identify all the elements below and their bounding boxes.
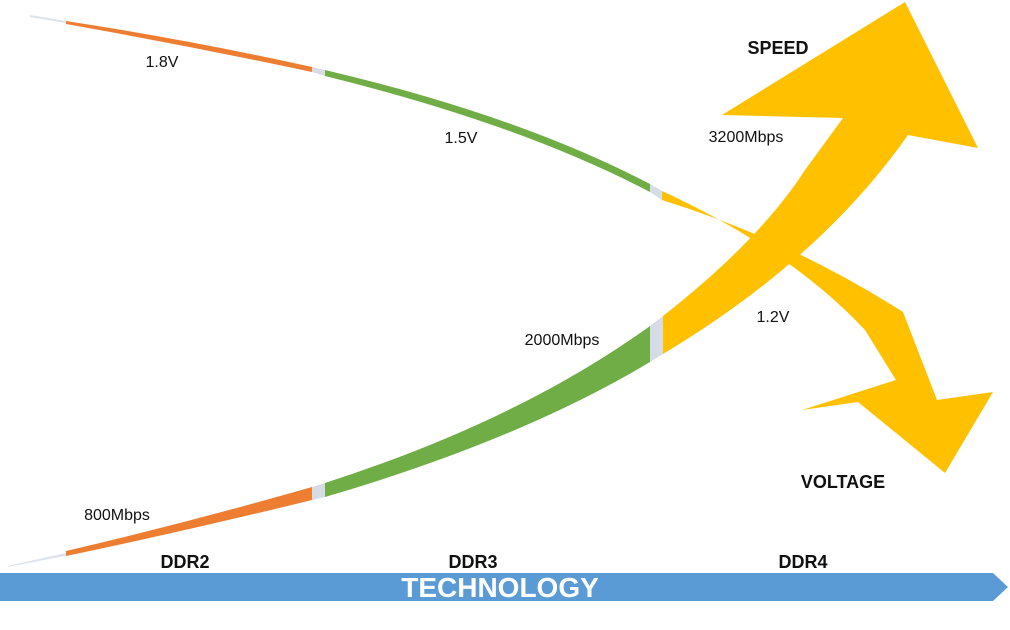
voltage-ddr3-segment <box>325 70 650 192</box>
voltage-ddr2-segment <box>66 21 312 72</box>
voltage-gap-1 <box>312 67 325 76</box>
voltage-ddr4-arrow <box>662 191 993 473</box>
speed-title: SPEED <box>747 38 808 58</box>
speed-label-ddr3: 2000Mbps <box>525 332 600 349</box>
speed-curve <box>8 2 978 567</box>
speed-label-ddr2: 800Mbps <box>84 507 150 524</box>
speed-ddr3-segment <box>325 326 650 497</box>
generation-label-ddr2: DDR2 <box>160 552 209 572</box>
technology-axis-label: TECHNOLOGY <box>401 572 599 603</box>
speed-ddr2-segment <box>66 487 312 556</box>
technology-axis: TECHNOLOGY <box>0 572 1008 603</box>
generation-label-ddr4: DDR4 <box>778 552 827 572</box>
voltage-fade-segment <box>29 15 67 23</box>
speed-gap-1 <box>312 483 325 500</box>
technology-axis-arrow <box>0 573 1008 601</box>
voltage-gap-2 <box>650 184 662 200</box>
speed-label-ddr4: 3200Mbps <box>709 129 784 146</box>
voltage-label-ddr4: 1.2V <box>757 309 790 326</box>
voltage-curve <box>29 15 993 473</box>
voltage-label-ddr3: 1.5V <box>445 130 478 147</box>
speed-gap-2 <box>650 316 663 362</box>
generation-label-ddr3: DDR3 <box>448 552 497 572</box>
voltage-title: VOLTAGE <box>801 472 885 492</box>
speed-fade-segment <box>8 553 66 567</box>
speed-ddr4-arrow <box>663 2 978 354</box>
voltage-label-ddr2: 1.8V <box>146 54 179 71</box>
